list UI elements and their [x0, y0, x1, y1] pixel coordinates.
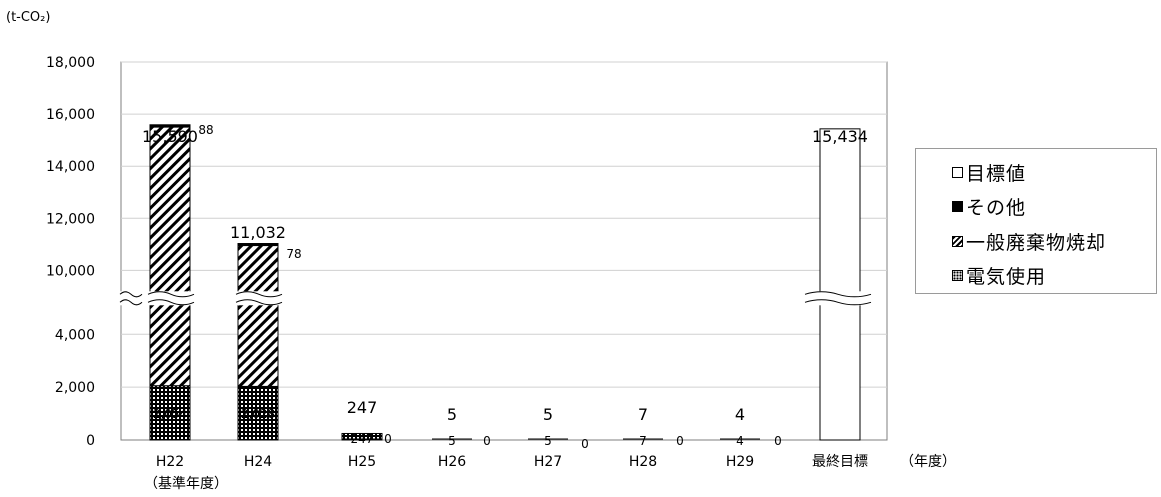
x-tick-label: H24 [244, 454, 272, 470]
y-tick-label: 12,000 [46, 211, 95, 227]
other-label: 0 [581, 437, 589, 451]
legend-item-electric: 電気使用 [952, 262, 1046, 289]
axis-break-mask [805, 291, 871, 306]
other-label: 0 [483, 434, 491, 448]
other-label: 0 [774, 434, 782, 448]
y-tick-label: 16,000 [46, 107, 95, 123]
legend-swatch-dots [952, 270, 963, 281]
total-label: 11,032 [230, 223, 286, 242]
y-tick-label: 18,000 [46, 55, 95, 71]
bar-electricity [149, 385, 191, 441]
electricity-label: 4 [736, 434, 744, 448]
legend-item-waste: 一般廃棄物焼却 [952, 228, 1106, 255]
y-unit-label: (t-CO₂) [6, 10, 51, 25]
x-tick-label: H27 [534, 454, 562, 470]
x-tick-label: H25 [348, 454, 376, 470]
electricity-label: 5 [448, 434, 456, 448]
total-label: 5 [447, 405, 457, 424]
axis-break-line [119, 291, 143, 298]
other-label: 88 [198, 123, 213, 137]
axis-break-mask [120, 291, 142, 306]
axis-break-line [804, 299, 872, 306]
x-tick-label: H22 [156, 454, 184, 470]
legend-item-other: その他 [952, 193, 1026, 220]
x-tick-label: H26 [438, 454, 466, 470]
bar-waste-incineration [237, 245, 279, 387]
bar-electricity [237, 385, 279, 441]
total-label: 7 [638, 405, 648, 424]
total-label: 247 [347, 398, 378, 417]
x-tick-label: 最終目標 [812, 454, 868, 470]
axis-break-line [804, 291, 872, 298]
y-tick-label: 4,000 [55, 327, 95, 343]
legend-swatch-solid [952, 201, 963, 212]
legend-label-other: その他 [966, 197, 1027, 219]
total-label: 15,590 [142, 127, 198, 146]
legend-label-waste: 一般廃棄物焼却 [966, 232, 1107, 254]
legend-label-target: 目標値 [966, 163, 1027, 185]
legend-swatch-open [952, 167, 963, 178]
total-label: 5 [543, 405, 553, 424]
x-unit-label: （年度） [900, 454, 956, 470]
total-label: 15,434 [812, 127, 868, 146]
other-label: 78 [286, 247, 301, 261]
axis-break-line [235, 299, 283, 306]
y-tick-label: 14,000 [46, 159, 95, 175]
x-tick-sublabel: （基準年度） [144, 475, 228, 492]
axis-break-line [235, 291, 283, 298]
bar-target [819, 128, 861, 441]
legend-swatch-hatch [952, 236, 963, 247]
plot-area [120, 61, 888, 441]
axis-break-mask [236, 291, 282, 306]
total-label: 4 [735, 405, 745, 424]
axis-break-line [119, 299, 143, 306]
x-tick-label: H28 [629, 454, 657, 470]
bar-electricity [341, 432, 383, 441]
x-tick-label: H29 [726, 454, 754, 470]
axis-break-line [147, 291, 195, 298]
other-label: 0 [384, 432, 392, 446]
axis-break-mask [148, 291, 194, 306]
bar-waste-incineration [149, 126, 191, 387]
y-tick-label: 2,000 [55, 380, 95, 396]
legend-label-electric: 電気使用 [966, 266, 1047, 288]
bar-other [237, 243, 279, 247]
electricity-label: 7 [639, 434, 647, 448]
legend-item-target: 目標値 [952, 159, 1026, 186]
electricity-label: 2,028 [241, 407, 275, 421]
electricity-label: 5 [544, 434, 552, 448]
axis-break-line [147, 299, 195, 306]
bar-other [149, 124, 191, 128]
other-label: 0 [676, 434, 684, 448]
electricity-label: 2,054 [153, 407, 187, 421]
electricity-label: 247 [351, 432, 374, 446]
y-tick-label: 10,000 [46, 263, 95, 279]
chart-legend: 目標値 その他 一般廃棄物焼却 電気使用 [915, 148, 1157, 294]
y-tick-label: 0 [86, 433, 95, 449]
